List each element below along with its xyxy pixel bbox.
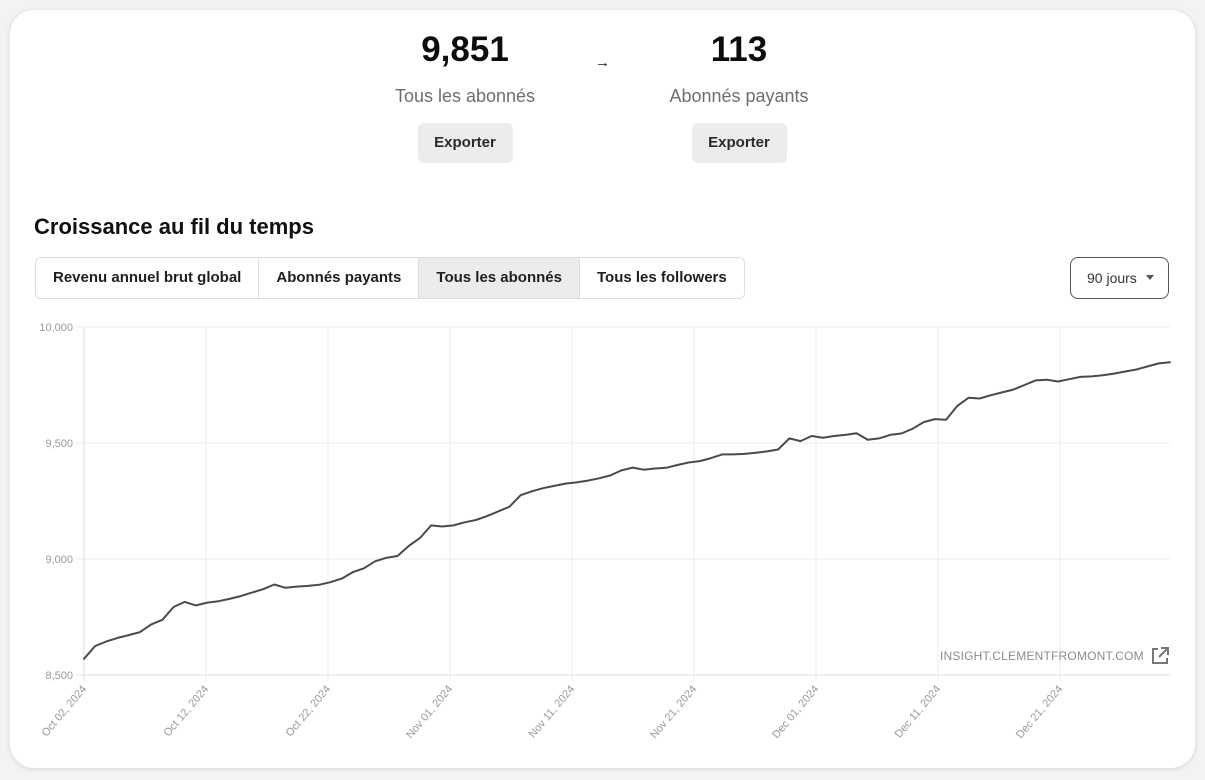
section-title: Croissance au fil du temps — [34, 214, 314, 239]
caret-down-icon — [1146, 275, 1154, 280]
tab-paid-subscribers[interactable]: Abonnés payants — [259, 258, 420, 298]
x-tick-label: Dec 11, 2024 — [893, 683, 944, 740]
series-line — [83, 361, 1171, 660]
tab-revenue[interactable]: Revenu annuel brut global — [36, 258, 260, 298]
x-tick-label: Dec 01, 2024 — [770, 683, 821, 741]
y-tick-label: 10,000 — [39, 322, 73, 334]
x-tick-label: Nov 01, 2024 — [404, 683, 455, 741]
stat-paid-value: 113 — [710, 30, 768, 69]
tab-all-followers[interactable]: Tous les followers — [579, 258, 744, 298]
arrow-right-icon: → — [595, 54, 610, 71]
stat-all-label: Tous les abonnés — [394, 86, 536, 106]
x-tick-label: Dec 21, 2024 — [1014, 683, 1065, 741]
range-select[interactable]: 90 jours — [1070, 257, 1169, 299]
x-tick-label: Oct 12, 2024 — [162, 683, 212, 739]
y-tick-label: 8,500 — [45, 670, 73, 682]
x-tick-label: Nov 11, 2024 — [527, 683, 578, 740]
tab-all-subscribers[interactable]: Tous les abonnés — [419, 258, 580, 298]
analytics-card: 9,851 Tous les abonnés Exporter → 113 Ab… — [10, 10, 1195, 768]
external-link-icon — [1151, 647, 1169, 664]
y-tick-label: 9,000 — [45, 554, 73, 566]
x-tick-label: Oct 02, 2024 — [40, 683, 90, 739]
stat-all-subscribers: 9,851 Tous les abonnés Exporter — [355, 28, 575, 163]
watermark[interactable]: INSIGHT.CLEMENTFROMONT.COM — [940, 646, 1170, 666]
export-paid-button[interactable]: Exporter — [691, 123, 787, 163]
stat-all-value: 9,851 — [421, 30, 509, 69]
x-tick-label: Oct 22, 2024 — [284, 683, 334, 739]
export-all-button[interactable]: Exporter — [417, 123, 513, 163]
y-tick-label: 9,500 — [45, 438, 73, 450]
stat-paid-subscribers: 113 Abonnés payants Exporter — [629, 28, 849, 163]
metric-tabs: Revenu annuel brut global Abonnés payant… — [35, 257, 745, 299]
growth-chart: 8,500 9,000 9,500 10,000 Oct 02, 2024 Oct 12,… — [39, 322, 1171, 741]
watermark-text: INSIGHT.CLEMENTFROMONT.COM — [940, 649, 1144, 663]
stat-paid-label: Abonnés payants — [669, 86, 809, 106]
range-select-value: 90 jours — [1087, 270, 1137, 286]
x-tick-label: Nov 21, 2024 — [648, 683, 699, 741]
